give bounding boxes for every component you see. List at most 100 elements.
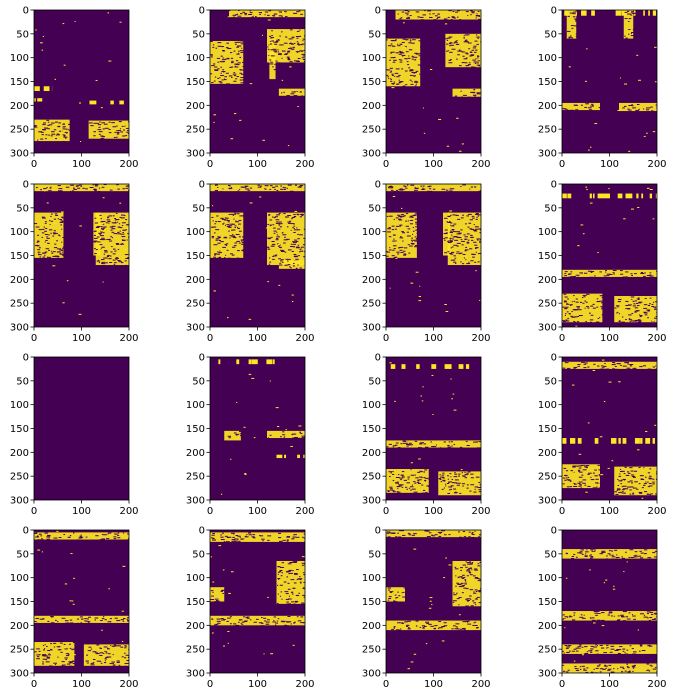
mask-speckle <box>648 670 651 672</box>
mask-regions <box>210 10 305 147</box>
mask-speckle <box>455 626 458 628</box>
mask-speckle <box>577 482 579 484</box>
mask-speckle <box>468 531 471 533</box>
mask-speckle <box>647 472 651 474</box>
mask-speckle <box>389 59 391 61</box>
mask-mark <box>276 454 283 459</box>
mask-speckle <box>293 622 296 624</box>
mask-speckle <box>579 647 581 649</box>
mask-speckle <box>413 56 418 58</box>
mask-region <box>386 530 481 538</box>
mask-speckle <box>649 468 652 470</box>
mask-noise <box>565 577 568 579</box>
mask-noise <box>411 66 414 68</box>
mask-speckle <box>121 239 124 241</box>
y-tick-label: 300 <box>10 669 29 680</box>
mask-speckle <box>405 225 409 227</box>
mask-speckle <box>277 49 279 51</box>
mask-speckle <box>391 255 395 257</box>
mask-speckle <box>126 239 128 241</box>
mask-speckle <box>53 646 56 648</box>
mask-noise <box>294 210 298 212</box>
mask-speckle <box>572 16 576 18</box>
y-tick-label: 200 <box>186 101 205 112</box>
mask-speckle <box>405 220 407 222</box>
mask-noise <box>290 446 293 448</box>
mask-speckle <box>264 188 266 190</box>
mask-speckle <box>583 614 585 616</box>
y-tick-label: 250 <box>10 125 29 136</box>
mask-speckle <box>638 650 641 652</box>
mask-speckle <box>415 223 418 225</box>
mask-speckle <box>122 231 124 233</box>
mask-speckle <box>233 72 236 74</box>
mask-speckle <box>96 225 101 227</box>
mask-speckle <box>62 664 66 666</box>
mask-mark <box>37 98 43 102</box>
mask-speckle <box>465 65 467 67</box>
mask-speckle <box>573 295 575 297</box>
mask-speckle <box>238 45 242 47</box>
mask-speckle <box>272 186 276 188</box>
mask-speckle <box>215 229 220 231</box>
mask-speckle <box>471 215 475 217</box>
mask-speckle <box>471 533 474 535</box>
mask-speckle <box>212 226 217 228</box>
mask-speckle <box>638 301 643 303</box>
mask-speckle <box>39 654 41 656</box>
mask-speckle <box>633 664 636 666</box>
mask-speckle <box>584 300 587 302</box>
mask-speckle <box>563 618 567 620</box>
mask-speckle <box>567 645 572 647</box>
mask-speckle <box>474 577 479 579</box>
mask-speckle <box>428 185 432 187</box>
y-tick-label: 300 <box>186 149 205 160</box>
mask-speckle <box>460 90 462 92</box>
mask-speckle <box>408 533 411 535</box>
mask-speckle <box>456 627 458 629</box>
mask-speckle <box>64 648 68 650</box>
mask-speckle <box>457 50 462 52</box>
mask-speckle <box>34 651 37 653</box>
mask-speckle <box>565 553 569 555</box>
mask-speckle <box>625 474 630 476</box>
mask-speckle <box>122 618 126 620</box>
mask-speckle <box>233 245 237 247</box>
mask-speckle <box>578 483 581 485</box>
mask-noise <box>654 424 657 426</box>
mask-speckle <box>479 241 481 243</box>
mask-speckle <box>211 595 214 597</box>
mask-speckle <box>397 629 402 631</box>
mask-speckle <box>444 252 448 254</box>
mask-speckle <box>395 52 399 54</box>
mask-speckle <box>50 616 54 618</box>
mask-speckle <box>273 616 277 618</box>
mask-speckle <box>655 301 657 303</box>
mask-speckle <box>294 573 298 575</box>
mask-speckle <box>404 599 409 601</box>
mask-speckle <box>290 243 292 245</box>
mask-speckle <box>271 241 275 243</box>
mask-speckle <box>583 653 587 655</box>
mask-speckle <box>599 271 602 273</box>
mask-regions <box>562 549 657 673</box>
mask-noise <box>282 538 285 540</box>
mask-speckle <box>563 652 565 654</box>
mask-speckle <box>588 312 591 314</box>
mask-speckle <box>472 254 476 256</box>
mask-speckle <box>287 588 291 590</box>
mask-speckle <box>47 256 52 258</box>
x-tick-label: 0 <box>383 679 389 690</box>
x-tick-label: 200 <box>647 679 666 690</box>
mask-speckle <box>463 58 467 60</box>
mask-speckle <box>233 235 235 237</box>
mask-speckle <box>392 186 394 188</box>
mask-speckle <box>297 238 300 240</box>
mask-speckle <box>625 616 629 618</box>
mask-noise <box>475 270 477 272</box>
mask-speckle <box>101 136 106 138</box>
mask-speckle <box>605 269 607 271</box>
mask-speckle <box>70 190 72 192</box>
mask-speckle <box>627 108 630 110</box>
mask-speckle <box>625 300 629 302</box>
